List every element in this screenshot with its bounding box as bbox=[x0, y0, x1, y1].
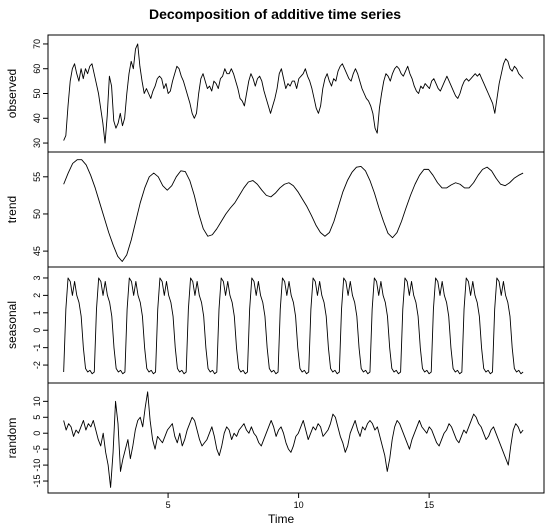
y-tick-label-observed: 70 bbox=[32, 39, 42, 49]
x-tick-label: 5 bbox=[166, 500, 171, 510]
series-line-random bbox=[63, 391, 524, 488]
y-tick-label-seasonal: 2 bbox=[32, 293, 42, 298]
chart-title: Decomposition of additive time series bbox=[148, 6, 402, 22]
panel-frame-random bbox=[47, 382, 545, 494]
y-tick-label-random: -10 bbox=[32, 459, 42, 472]
y-axis-label-observed: observed bbox=[5, 69, 19, 118]
y-tick-label-seasonal: -1 bbox=[32, 344, 42, 352]
y-tick-label-seasonal: -2 bbox=[32, 361, 42, 369]
panel-frame-trend bbox=[47, 151, 545, 268]
y-tick-label-trend: 45 bbox=[32, 246, 42, 256]
panel-random: -15 -10 -5 0 5 10 random bbox=[5, 382, 545, 494]
y-axis-label-random: random bbox=[5, 418, 19, 459]
y-tick-label-observed: 40 bbox=[32, 113, 42, 123]
y-tick-label-trend: 50 bbox=[32, 209, 42, 219]
panel-trend: 45 50 55 trend bbox=[5, 151, 545, 268]
x-tick-label: 10 bbox=[294, 500, 304, 510]
panel-seasonal: -2 -1 0 1 2 3 seasonal bbox=[5, 266, 545, 384]
series-line-trend bbox=[63, 159, 524, 262]
y-tick-label-random: 10 bbox=[32, 396, 42, 406]
panel-observed: 30 40 50 60 70 observed bbox=[5, 34, 545, 153]
x-tick-label: 15 bbox=[424, 500, 434, 510]
y-axis-label-seasonal: seasonal bbox=[5, 301, 19, 349]
y-tick-label-observed: 50 bbox=[32, 88, 42, 98]
y-tick-label-random: 5 bbox=[32, 415, 42, 420]
y-tick-label-seasonal: 3 bbox=[32, 275, 42, 280]
panel-frame-observed bbox=[47, 34, 545, 153]
x-axis-label: Time bbox=[268, 512, 295, 526]
y-tick-label-observed: 30 bbox=[32, 138, 42, 148]
y-tick-label-seasonal: 1 bbox=[32, 310, 42, 315]
y-tick-label-random: -15 bbox=[32, 475, 42, 488]
y-tick-label-random: -5 bbox=[32, 445, 42, 453]
y-tick-label-trend: 55 bbox=[32, 172, 42, 182]
y-axis-label-trend: trend bbox=[5, 196, 19, 223]
series-line-observed bbox=[63, 43, 524, 144]
series-line-seasonal bbox=[63, 277, 524, 375]
y-tick-label-random: 0 bbox=[32, 431, 42, 436]
y-tick-label-observed: 60 bbox=[32, 64, 42, 74]
y-tick-label-seasonal: 0 bbox=[32, 328, 42, 333]
